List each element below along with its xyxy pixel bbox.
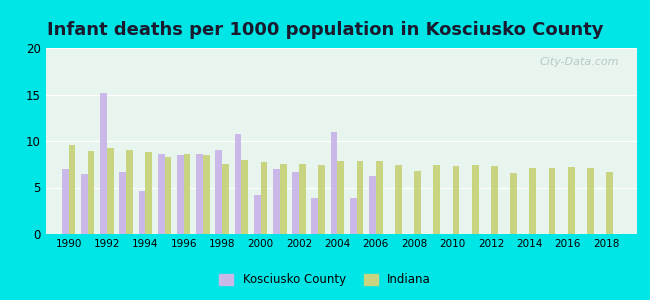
Bar xyxy=(158,154,164,234)
Text: City-Data.com: City-Data.com xyxy=(540,57,619,67)
Bar xyxy=(241,160,248,234)
Bar xyxy=(530,168,536,234)
Bar xyxy=(434,165,440,234)
Bar xyxy=(222,164,229,234)
Bar xyxy=(510,172,517,234)
Bar xyxy=(587,168,594,234)
Bar xyxy=(331,132,337,234)
Bar xyxy=(350,198,357,234)
Bar xyxy=(177,155,184,234)
Bar xyxy=(549,168,555,234)
Bar xyxy=(299,164,305,234)
Bar xyxy=(491,166,498,234)
Bar xyxy=(235,134,241,234)
Bar xyxy=(88,151,94,234)
Bar xyxy=(357,160,363,234)
Bar xyxy=(100,93,107,234)
Bar xyxy=(395,165,402,234)
Bar xyxy=(184,154,190,234)
Bar xyxy=(280,164,287,234)
Bar xyxy=(273,169,280,234)
Bar xyxy=(138,191,146,234)
Bar xyxy=(126,150,133,234)
Text: Infant deaths per 1000 population in Kosciusko County: Infant deaths per 1000 population in Kos… xyxy=(47,21,603,39)
Bar xyxy=(196,154,203,234)
Bar xyxy=(292,172,299,234)
Bar xyxy=(318,165,325,234)
Bar xyxy=(337,160,344,234)
Bar xyxy=(203,155,210,234)
Bar xyxy=(311,198,318,234)
Bar xyxy=(606,172,613,234)
Bar xyxy=(254,195,261,234)
Bar xyxy=(146,152,152,234)
Bar xyxy=(68,145,75,234)
Bar xyxy=(472,165,478,234)
Bar xyxy=(62,169,68,234)
Bar xyxy=(164,157,172,234)
Bar xyxy=(215,150,222,234)
Bar xyxy=(120,172,126,234)
Legend: Kosciusko County, Indiana: Kosciusko County, Indiana xyxy=(214,269,436,291)
Bar xyxy=(376,160,383,234)
Bar xyxy=(414,171,421,234)
Bar xyxy=(107,148,114,234)
Bar xyxy=(261,162,267,234)
Bar xyxy=(452,166,460,234)
Bar xyxy=(568,167,575,234)
Bar xyxy=(369,176,376,234)
Bar xyxy=(81,173,88,234)
